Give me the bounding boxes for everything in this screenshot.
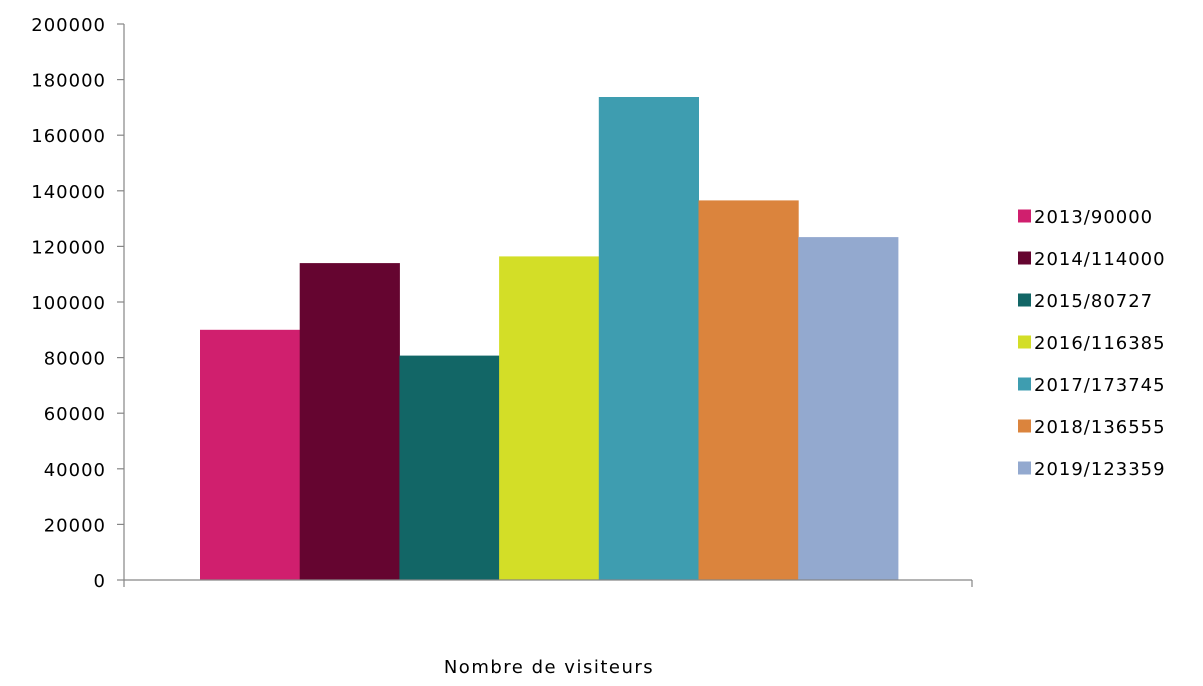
y-tick-label: 140000	[31, 182, 106, 203]
x-axis-title: Nombre de visiteurs	[444, 657, 654, 678]
bar-2014	[299, 263, 400, 580]
legend-label: 2015/80727	[1034, 291, 1153, 312]
legend-label: 2017/173745	[1034, 375, 1166, 396]
legend-label: 2014/114000	[1034, 249, 1166, 270]
legend-label: 2013/90000	[1034, 207, 1153, 228]
y-tick-label: 120000	[31, 237, 106, 258]
y-tick-label: 60000	[44, 404, 106, 425]
y-axis: 0 20000 40000 60000 80000 100000 120000 140000 1…	[31, 15, 125, 592]
legend-label: 2016/116385	[1034, 333, 1166, 354]
bar-2018	[698, 200, 799, 580]
bar-2015	[399, 355, 500, 580]
legend: 2013/90000 2014/114000 2015/80727 2016/1163…	[1018, 207, 1166, 480]
legend-swatch	[1018, 293, 1031, 307]
legend-label: 2019/123359	[1034, 459, 1166, 480]
bar-2017	[598, 97, 699, 580]
y-tick-label: 20000	[44, 515, 106, 536]
bar-2013	[200, 329, 301, 580]
y-tick-label: 160000	[31, 126, 106, 147]
y-tick-label: 200000	[31, 15, 106, 36]
y-tick-label: 80000	[44, 349, 106, 370]
legend-swatch	[1018, 335, 1031, 349]
legend-swatch	[1018, 251, 1031, 265]
legend-label: 2018/136555	[1034, 417, 1166, 438]
bars-group	[200, 97, 899, 580]
y-tick-label: 40000	[44, 460, 106, 481]
y-tick-label: 180000	[31, 71, 106, 92]
y-tick-label: 0	[94, 571, 106, 592]
legend-swatch	[1018, 419, 1031, 433]
bar-2019	[798, 237, 899, 580]
legend-swatch	[1018, 209, 1031, 223]
x-axis: Nombre de visiteurs	[124, 579, 973, 678]
bar-2016	[499, 256, 600, 580]
legend-swatch	[1018, 461, 1031, 475]
legend-swatch	[1018, 377, 1031, 391]
y-tick-label: 100000	[31, 293, 106, 314]
